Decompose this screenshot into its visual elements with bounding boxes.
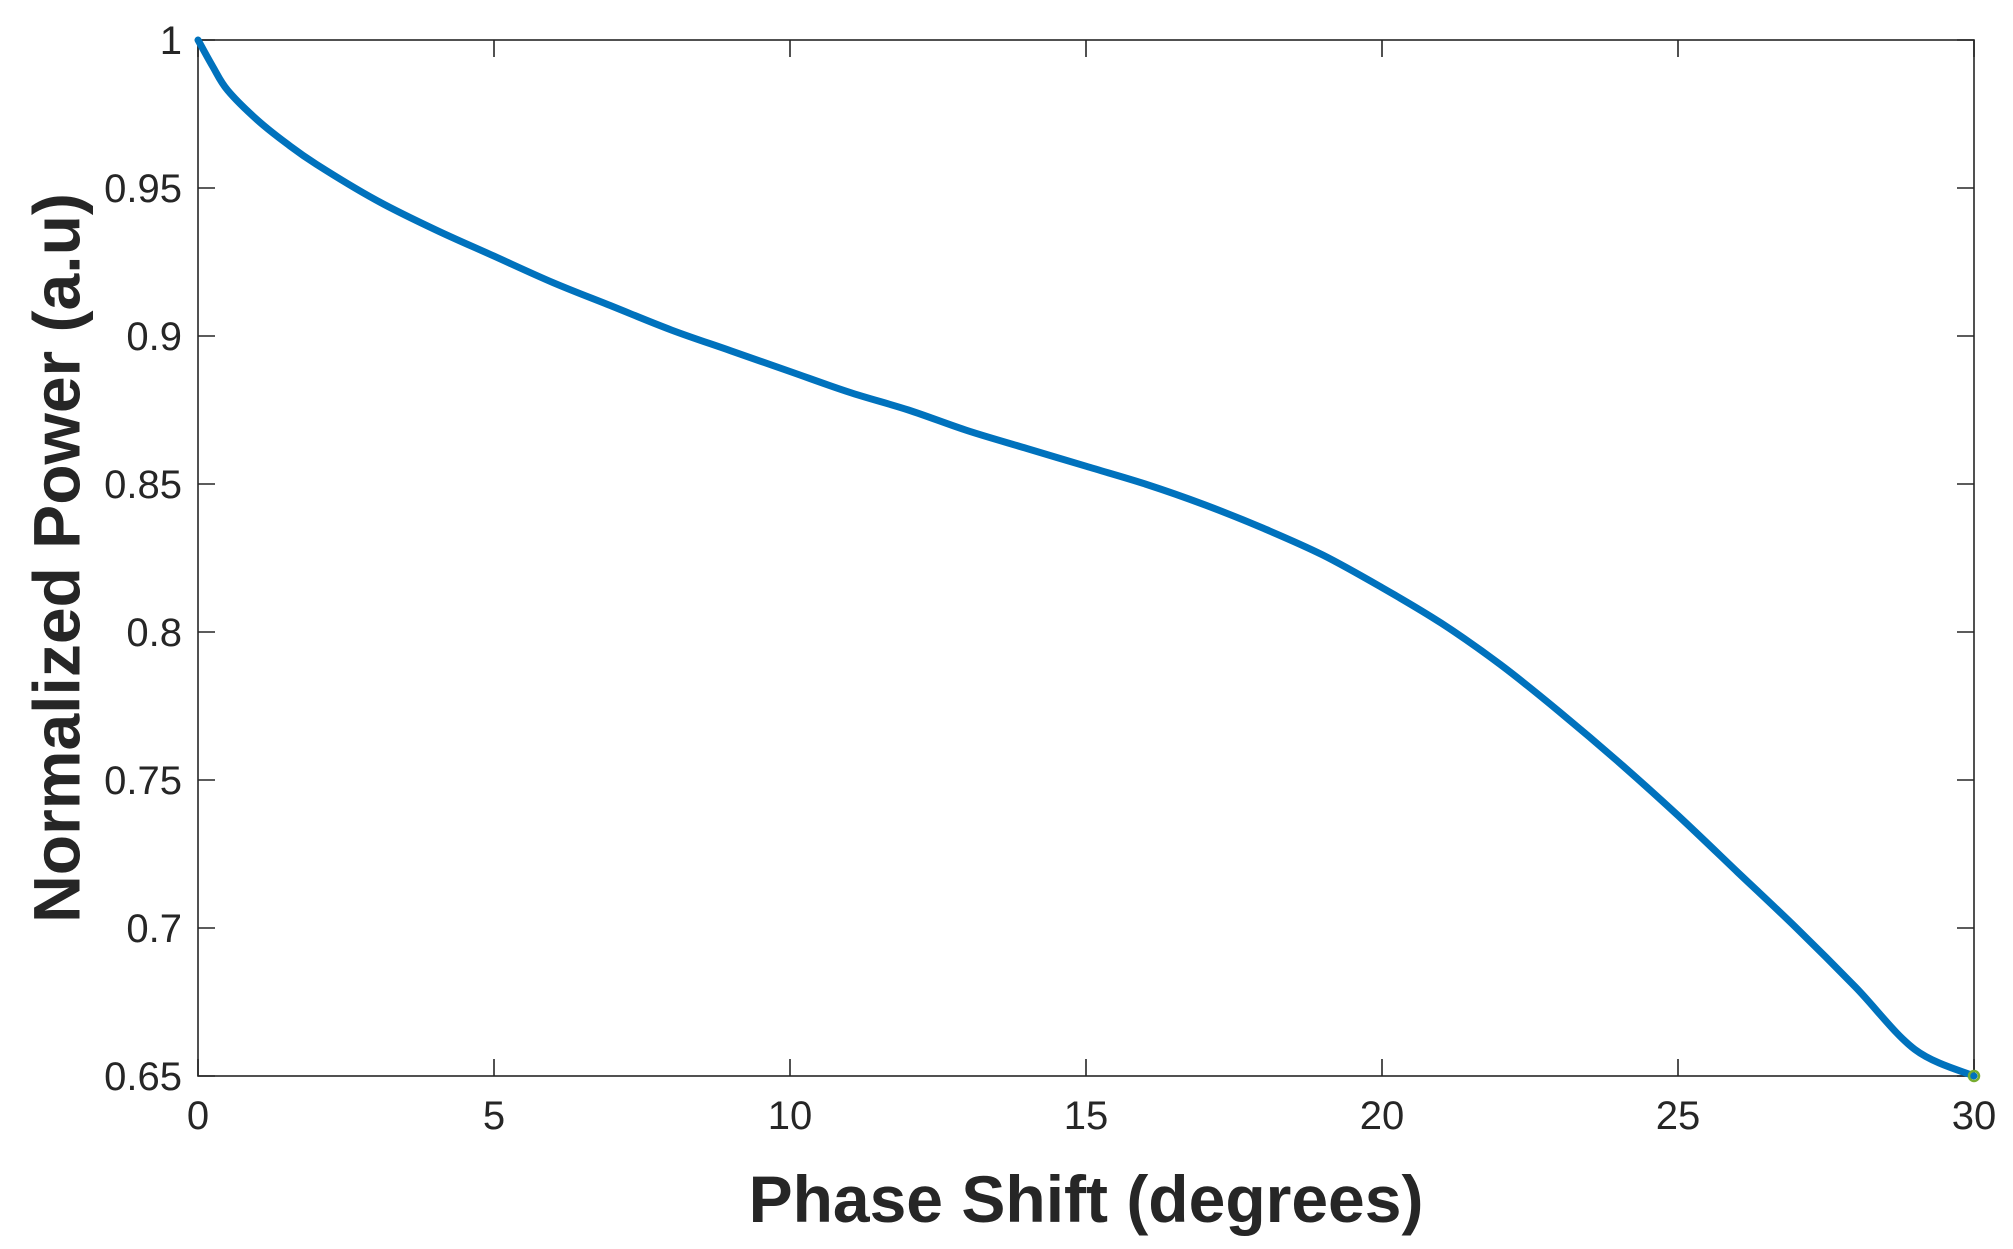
y-tick-label: 1 <box>160 19 182 63</box>
series-line <box>194 36 1978 1080</box>
y-tick-label: 0.65 <box>104 1055 182 1099</box>
x-tick-label: 30 <box>1952 1094 1997 1138</box>
y-axis-ticks: 0.65 0.7 0.75 0.8 0.85 0.9 0.95 1 <box>104 19 1974 1099</box>
y-tick-label: 0.85 <box>104 463 182 507</box>
x-tick-label: 20 <box>1360 1094 1405 1138</box>
x-axis-ticks: 0 5 10 15 20 25 30 <box>187 40 1996 1138</box>
y-tick-label: 0.95 <box>104 167 182 211</box>
x-tick-label: 10 <box>768 1094 813 1138</box>
y-tick-label: 0.75 <box>104 759 182 803</box>
y-tick-label: 0.9 <box>126 315 182 359</box>
x-tick-label: 15 <box>1064 1094 1109 1138</box>
y-tick-label: 0.7 <box>126 907 182 951</box>
x-axis-title: Phase Shift (degrees) <box>749 1162 1424 1236</box>
y-axis-title: Normalized Power (a.u) <box>19 193 93 923</box>
series-layer <box>194 36 1981 1083</box>
x-tick-label: 0 <box>187 1094 209 1138</box>
x-tick-label: 25 <box>1656 1094 1701 1138</box>
end-point-marker <box>1967 1069 1981 1083</box>
y-tick-label: 0.8 <box>126 611 182 655</box>
x-tick-label: 5 <box>483 1094 505 1138</box>
